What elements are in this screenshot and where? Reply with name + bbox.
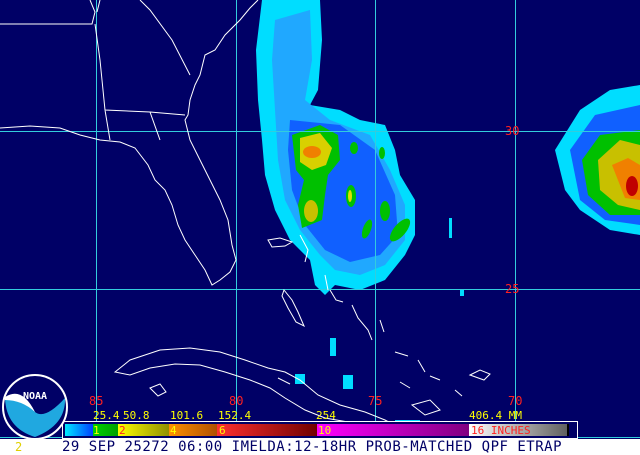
- legend-inch-label: 4: [170, 424, 177, 437]
- noaa-logo-text: NOAA: [23, 391, 47, 402]
- legend-mm-label: 25.4: [93, 409, 120, 422]
- lon-label-75: 75: [368, 394, 383, 408]
- legend-mm-label: 254: [316, 409, 336, 422]
- legend-mm-label: 152.4: [218, 409, 252, 422]
- legend-mm-label: 101.6: [170, 409, 204, 422]
- legend-inch-label: 2: [119, 424, 126, 437]
- legend-bar: [62, 421, 578, 439]
- legend-inch-label: 6: [219, 424, 226, 437]
- noaa-logo: NOAA: [2, 374, 68, 440]
- lat-label-25: 25: [505, 282, 520, 296]
- legend-mm-label: 50.8: [123, 409, 150, 422]
- lon-label-70: 70: [508, 394, 523, 408]
- coastlines: [0, 0, 491, 434]
- precip-east-system: [555, 85, 640, 235]
- bahamas: [267, 234, 463, 397]
- legend-inch-label: 1: [93, 424, 100, 437]
- lat-label-30: 30: [505, 124, 520, 138]
- isle-of-youth: [149, 383, 167, 397]
- caption-strip: [0, 439, 640, 455]
- legend-mm-label: 406.4 MM: [469, 409, 522, 422]
- jamaica: [277, 369, 491, 416]
- state-borders: [0, 0, 191, 141]
- precip-main-band: [256, 0, 415, 295]
- corner-number: 2: [15, 440, 23, 454]
- legend-inch-label: 16 INCHES: [471, 424, 531, 437]
- map-caption: 29 SEP 25272 06:00 IMELDA:12-18HR PROB-M…: [62, 439, 563, 455]
- lon-label-85: 85: [89, 394, 104, 408]
- legend-inch-label: 10: [318, 424, 332, 437]
- lon-label-80: 80: [229, 394, 244, 408]
- cuba: [113, 347, 401, 434]
- us-southeast-coast: [0, 0, 259, 286]
